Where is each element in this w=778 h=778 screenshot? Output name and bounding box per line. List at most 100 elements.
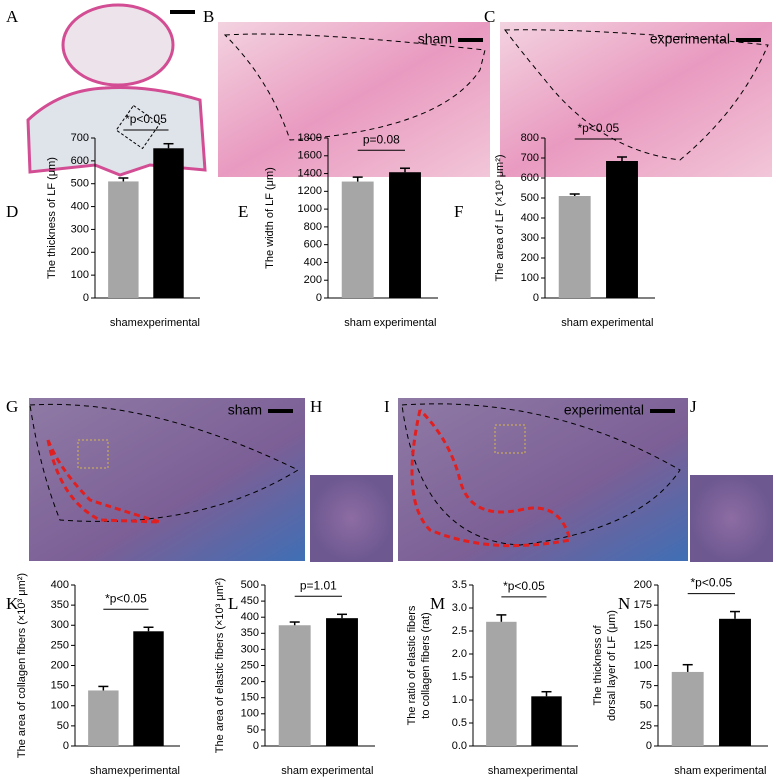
y-tick-label: 250 [241,659,259,671]
x-tick-label: experimental [591,317,654,329]
lf-outline [29,403,300,522]
scale-bar [458,38,483,42]
x-tick-label: sham [561,317,588,329]
bar [558,196,591,298]
y-tick-label: 450 [241,595,259,607]
micrographs [22,3,773,562]
panel-letter: E [238,202,248,221]
bar [278,625,311,746]
dorsal-layer [410,408,572,548]
y-tick-label: 700 [71,132,89,144]
y-tick-label: 2.0 [452,648,467,660]
scale-bar [268,409,293,413]
y-axis-label: The area of collagen fibers (×10³ μm²) [16,573,28,758]
x-tick-label: sham [674,765,701,777]
y-axis-label: The thickness of LF (μm) [46,157,58,279]
annotation: p=1.01 [300,578,337,592]
y-tick-label: 100 [634,659,652,671]
y-tick-label: 1400 [298,167,322,179]
y-tick-label: 150 [51,680,69,692]
panel-letter: F [454,202,463,221]
image-b [218,22,490,177]
x-tick-label: sham [90,765,117,777]
y-tick-label: 2.5 [452,625,467,637]
image-j [690,475,773,562]
x-tick-label: experimental [704,765,767,777]
lf-outline [223,33,486,141]
y-tick-label: 50 [57,720,69,732]
y-tick-label: 100 [51,700,69,712]
panel-letter: B [203,7,214,26]
bar [326,618,358,746]
image-c [500,22,772,177]
panel-letter: J [690,397,697,416]
annotation: p=0.08 [363,132,400,146]
y-axis-label: to collagen fibers (rat) [420,612,432,718]
y-tick-label: 800 [521,132,539,144]
y-tick-label: 300 [71,223,89,235]
roi-box [494,424,526,454]
lf-outline [504,29,769,161]
panel-letter: G [6,397,18,416]
y-tick-label: 150 [241,692,259,704]
panel-letter: K [6,594,19,613]
y-tick-label: 175 [634,599,652,611]
roi-box [77,439,109,469]
y-tick-label: 1600 [298,150,322,162]
y-tick-label: 100 [71,269,89,281]
panel-letter: A [6,7,19,26]
y-tick-label: 3.5 [452,579,467,591]
dorsal-layer [46,439,161,524]
panel-letter: I [384,397,390,416]
y-axis-label: The area of LF (×10³ μm²) [494,154,506,281]
bar [88,690,119,746]
bar [671,671,704,746]
y-tick-label: 600 [71,155,89,167]
y-tick-label: 800 [304,221,322,233]
y-tick-label: 400 [241,611,259,623]
bar [531,696,562,746]
annotation: *p<0.05 [690,576,732,590]
bar [153,148,184,298]
y-tick-label: 400 [304,256,322,268]
y-tick-label: 400 [51,579,69,591]
bar [719,618,751,746]
panel-letter: M [430,594,445,613]
y-tick-label: 700 [521,152,539,164]
y-tick-label: 350 [241,627,259,639]
scale-bar [170,10,195,14]
roi-box [115,104,161,150]
y-axis-label: The ratio of elastic fibers [406,605,418,725]
x-tick-label: sham [488,765,515,777]
bar [108,181,139,298]
y-tick-label: 500 [521,192,539,204]
y-tick-label: 100 [241,708,259,720]
y-tick-label: 50 [640,700,652,712]
y-tick-label: 300 [521,232,539,244]
y-tick-label: 0 [316,292,322,304]
y-axis-label: The thickness of [592,625,604,706]
y-tick-label: 50 [247,724,259,736]
bar [389,172,421,298]
y-tick-label: 600 [304,239,322,251]
y-tick-label: 300 [51,619,69,631]
panel-letter: L [228,594,238,613]
y-axis-label: The area of elastic fibers (×10³ μm²) [214,578,226,753]
y-tick-label: 200 [634,579,652,591]
y-tick-label: 125 [634,639,652,651]
x-tick-label: experimental [374,317,437,329]
y-tick-label: 0 [83,292,89,304]
lf-outline [401,403,681,546]
scale-bar [650,409,675,413]
annotation: *p<0.05 [577,121,619,135]
y-tick-label: 1200 [298,185,322,197]
panel-letter: C [484,7,495,26]
y-tick-label: 75 [640,680,652,692]
x-tick-label: sham [344,317,371,329]
x-tick-label: sham [281,765,308,777]
y-tick-label: 400 [521,212,539,224]
image-i [398,398,688,561]
panel-letter: N [618,594,630,613]
image-label: experimental [650,31,730,47]
